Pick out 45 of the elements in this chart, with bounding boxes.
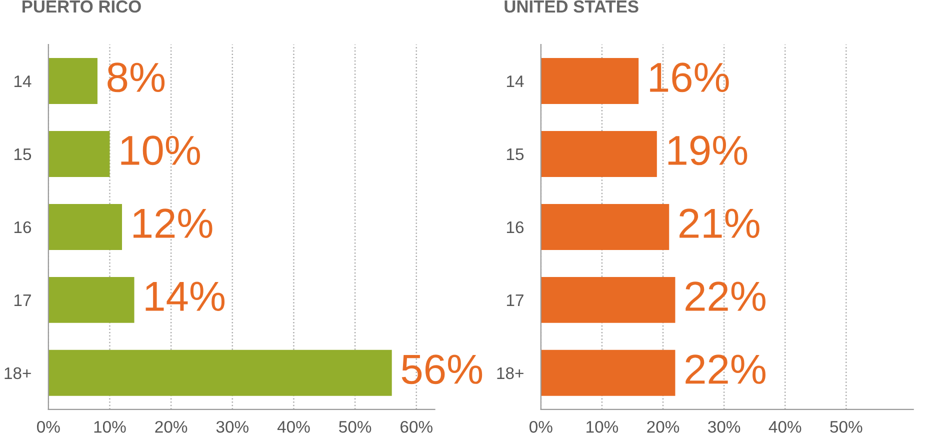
- bar: [48, 276, 134, 323]
- x-tick-label: 60%: [400, 420, 432, 433]
- x-tick-label: 10%: [586, 420, 618, 433]
- x-tick-label: 0%: [530, 420, 552, 433]
- data-label: 56%: [402, 354, 482, 384]
- y-tick-label: 16: [506, 221, 524, 234]
- bar: [540, 204, 670, 250]
- data-label: 19%: [668, 136, 748, 166]
- data-label: 21%: [680, 208, 760, 238]
- y-tick-label: 15: [506, 148, 524, 160]
- x-tick-label: 50%: [830, 420, 862, 433]
- bar: [48, 130, 110, 177]
- x-tick-label: 10%: [94, 420, 126, 433]
- x-tick-label: 50%: [339, 420, 372, 433]
- x-tick-label: 20%: [647, 420, 680, 433]
- data-label: 22%: [686, 354, 766, 384]
- x-tick-label: 30%: [708, 420, 740, 433]
- x-tick-label: 30%: [216, 420, 248, 433]
- y-tick-label: 18+: [4, 367, 31, 380]
- bar: [48, 350, 392, 396]
- data-label: 10%: [121, 136, 200, 166]
- x-tick-label: 0%: [37, 420, 60, 433]
- bar: [540, 350, 676, 396]
- y-tick-label: 16: [14, 221, 32, 234]
- bar: [48, 204, 122, 250]
- data-label: 14%: [146, 282, 225, 311]
- bar: [48, 58, 98, 104]
- chart-title: PUERTO RICO: [22, 0, 141, 13]
- bar: [540, 58, 639, 104]
- chart-title: UNITED STATES: [504, 0, 638, 13]
- y-tick-label: 14: [14, 76, 32, 88]
- y-tick-label: 15: [14, 148, 32, 160]
- data-label: 22%: [686, 282, 766, 311]
- x-tick-label: 40%: [768, 420, 802, 433]
- y-tick-label: 14: [506, 76, 524, 88]
- x-tick-label: 40%: [277, 420, 310, 433]
- bar: [540, 276, 676, 323]
- x-tick-label: 20%: [155, 420, 188, 433]
- data-label: 12%: [134, 208, 212, 238]
- data-label: 16%: [650, 62, 729, 92]
- y-tick-label: 17: [506, 294, 524, 306]
- y-tick-label: 17: [14, 294, 31, 306]
- data-label: 8%: [108, 62, 165, 92]
- bar: [540, 130, 657, 177]
- y-tick-label: 18+: [497, 367, 524, 380]
